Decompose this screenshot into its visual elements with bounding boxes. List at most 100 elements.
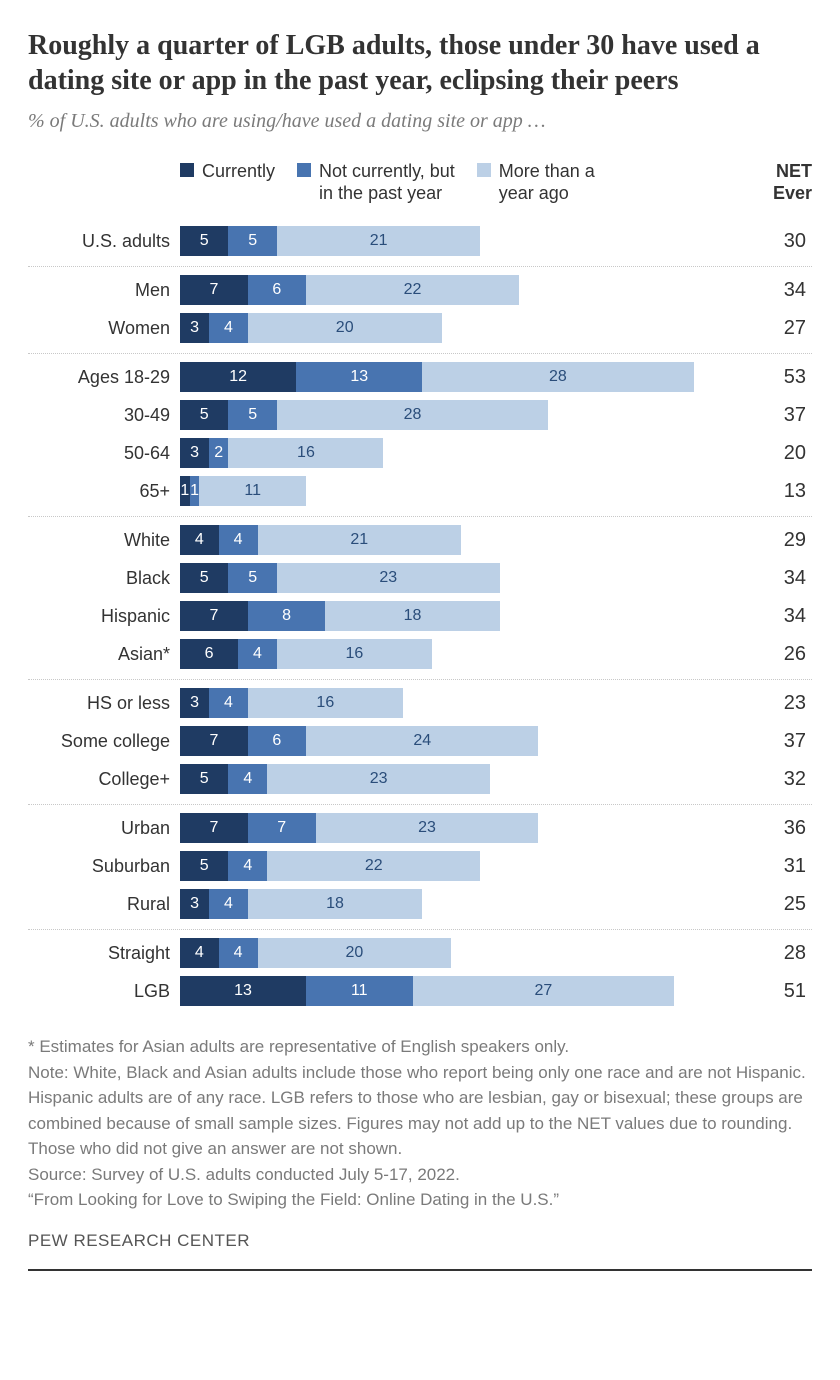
chart-row: 50-64321620 xyxy=(28,434,812,472)
bar-segment: 4 xyxy=(219,938,258,968)
bar-segment: 5 xyxy=(180,226,228,256)
net-value: 37 xyxy=(742,730,812,753)
bar-segment: 22 xyxy=(267,851,480,881)
chart-row: 65+111113 xyxy=(28,472,812,510)
bar-segment: 12 xyxy=(180,362,296,392)
chart-row: Ages 18-2912132853 xyxy=(28,358,812,396)
row-group: Straight442028LGB13112751 xyxy=(28,929,812,1016)
bar-segment: 6 xyxy=(180,639,238,669)
chart-row: Urban772336 xyxy=(28,809,812,847)
net-value: 37 xyxy=(742,404,812,427)
bar-segment: 28 xyxy=(277,400,548,430)
bar-segment: 23 xyxy=(267,764,490,794)
row-label: LGB xyxy=(28,981,180,1002)
footnote-line: “From Looking for Love to Swiping the Fi… xyxy=(28,1187,812,1213)
net-value: 51 xyxy=(742,980,812,1003)
bar-segment: 16 xyxy=(228,438,383,468)
row-label: Ages 18-29 xyxy=(28,367,180,388)
row-label: White xyxy=(28,530,180,551)
bar-segment: 6 xyxy=(248,275,306,305)
chart-row: Some college762437 xyxy=(28,722,812,760)
bar-segment: 16 xyxy=(277,639,432,669)
bar-segment: 4 xyxy=(228,851,267,881)
legend-swatch xyxy=(477,163,491,177)
bar-segment: 13 xyxy=(180,976,306,1006)
row-group: U.S. adults552130 xyxy=(28,218,812,266)
net-value: 20 xyxy=(742,442,812,465)
bar-segment: 20 xyxy=(248,313,442,343)
row-label: Black xyxy=(28,568,180,589)
bar-segment: 23 xyxy=(277,563,500,593)
bar-track: 4421 xyxy=(180,525,742,555)
footnotes: * Estimates for Asian adults are represe… xyxy=(28,1034,812,1213)
chart-row: Suburban542231 xyxy=(28,847,812,885)
bar-segment: 4 xyxy=(209,889,248,919)
bar-track: 3420 xyxy=(180,313,742,343)
bar-track: 3418 xyxy=(180,889,742,919)
chart-row: U.S. adults552130 xyxy=(28,222,812,260)
legend-item-currently: Currently xyxy=(180,161,275,183)
chart-title: Roughly a quarter of LGB adults, those u… xyxy=(28,28,812,98)
chart-row: Hispanic781834 xyxy=(28,597,812,635)
net-value: 34 xyxy=(742,567,812,590)
bar-segment: 3 xyxy=(180,438,209,468)
chart-row: White442129 xyxy=(28,521,812,559)
bar-segment: 3 xyxy=(180,889,209,919)
legend-item-past-year: Not currently, butin the past year xyxy=(297,161,455,204)
bar-track: 6416 xyxy=(180,639,742,669)
bar-segment: 7 xyxy=(180,726,248,756)
net-value: 26 xyxy=(742,643,812,666)
net-value: 29 xyxy=(742,529,812,552)
row-group: Men762234Women342027 xyxy=(28,266,812,353)
bar-segment: 28 xyxy=(422,362,693,392)
bar-segment: 27 xyxy=(413,976,675,1006)
footnote-line: * Estimates for Asian adults are represe… xyxy=(28,1034,812,1060)
bar-segment: 18 xyxy=(248,889,422,919)
bar-segment: 4 xyxy=(228,764,267,794)
row-group: Ages 18-291213285330-4955283750-64321620… xyxy=(28,353,812,516)
bar-segment: 16 xyxy=(248,688,403,718)
net-value: 30 xyxy=(742,230,812,253)
row-label: College+ xyxy=(28,769,180,790)
bar-segment: 20 xyxy=(258,938,452,968)
bar-track: 5422 xyxy=(180,851,742,881)
bar-segment: 18 xyxy=(325,601,499,631)
net-value: 28 xyxy=(742,942,812,965)
bar-track: 5521 xyxy=(180,226,742,256)
legend-swatch xyxy=(180,163,194,177)
bar-track: 4420 xyxy=(180,938,742,968)
bar-track: 5523 xyxy=(180,563,742,593)
bar-segment: 3 xyxy=(180,313,209,343)
bar-segment: 4 xyxy=(238,639,277,669)
chart-row: HS or less341623 xyxy=(28,684,812,722)
bar-track: 7624 xyxy=(180,726,742,756)
bar-segment: 21 xyxy=(258,525,461,555)
bar-segment: 21 xyxy=(277,226,480,256)
bar-track: 5528 xyxy=(180,400,742,430)
row-label: 30-49 xyxy=(28,405,180,426)
bar-track: 1111 xyxy=(180,476,742,506)
bar-segment: 11 xyxy=(199,476,306,506)
row-label: Asian* xyxy=(28,644,180,665)
bar-segment: 4 xyxy=(180,525,219,555)
brand: PEW RESEARCH CENTER xyxy=(28,1231,812,1271)
bar-track: 5423 xyxy=(180,764,742,794)
net-value: 13 xyxy=(742,480,812,503)
net-header-line1: NET xyxy=(742,161,812,183)
bar-segment: 1 xyxy=(180,476,190,506)
net-value: 34 xyxy=(742,279,812,302)
net-value: 27 xyxy=(742,317,812,340)
row-label: Urban xyxy=(28,818,180,839)
bar-segment: 7 xyxy=(248,813,316,843)
bar-track: 7818 xyxy=(180,601,742,631)
bar-track: 7622 xyxy=(180,275,742,305)
bar-segment: 7 xyxy=(180,275,248,305)
chart-row: College+542332 xyxy=(28,760,812,798)
chart-row: Rural341825 xyxy=(28,885,812,923)
net-header: NET Ever xyxy=(742,161,812,204)
legend-item-year-ago: More than ayear ago xyxy=(477,161,595,204)
legend-swatch xyxy=(297,163,311,177)
bar-segment: 5 xyxy=(180,563,228,593)
row-label: Men xyxy=(28,280,180,301)
net-value: 34 xyxy=(742,605,812,628)
